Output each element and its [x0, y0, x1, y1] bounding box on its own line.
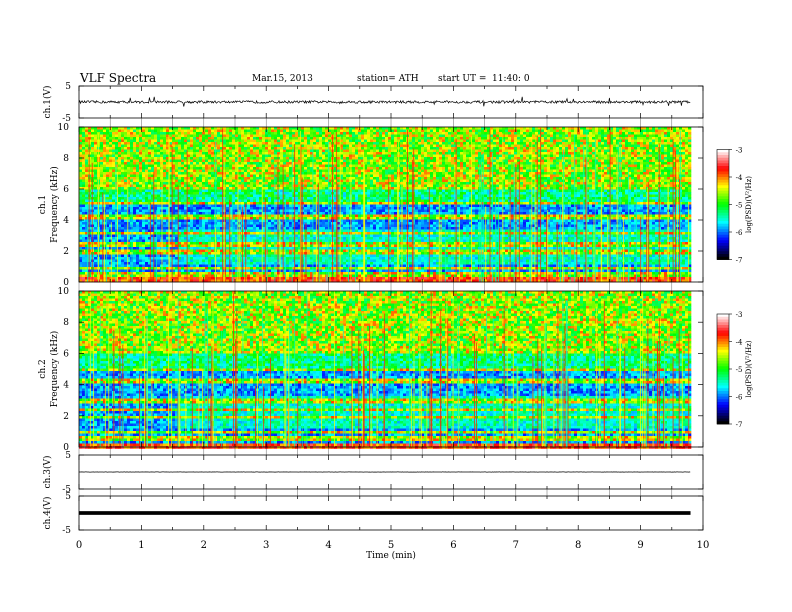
x-axis-label: Time (min) [366, 550, 416, 561]
xtick-label: 7 [513, 540, 519, 551]
ch3-waveform-ytick-label: -5 [62, 485, 71, 495]
ch2-spectrogram-frame [79, 291, 703, 447]
ch2-spectrogram-ytick-label: 10 [58, 287, 70, 297]
ch1-spectrogram-ytick-label: 10 [58, 123, 70, 133]
ch1-waveform-ylabel: ch.1(V) [42, 86, 53, 119]
xtick-label: 3 [263, 540, 269, 551]
ch2-spectrogram-colorbar-frame [717, 314, 729, 424]
ch2-spectrogram-ytick-label: 2 [63, 412, 69, 422]
ch1-spectrogram-sferics [79, 127, 688, 282]
ch1-spectrogram-colorbar-tick-label: -5 [736, 202, 743, 210]
ch1-spectrogram-colorbar [717, 150, 729, 260]
ch1-waveform-ytick-label: 5 [65, 82, 71, 92]
ch1-waveform-trace [79, 97, 690, 107]
start-ut-label: start UT = [438, 74, 486, 84]
ch1-spectrogram-frame [79, 127, 703, 282]
ch2-spectrogram-ytick-label: 4 [63, 381, 69, 391]
ch1-spectrogram-colorbar-tick-label: -3 [736, 147, 743, 155]
xtick-label: 5 [388, 540, 394, 551]
ch4-waveform-frame [79, 496, 703, 530]
ch1-spectrogram-heatmap [79, 127, 691, 282]
ch2-spectrogram-ylabel: Frequency (kHz) [49, 331, 60, 408]
ch1-waveform-frame [79, 86, 703, 118]
ch3-waveform-ylabel: ch.3(V) [42, 456, 53, 489]
ch2-spectrogram-colorbar-tick-label: -4 [736, 339, 743, 347]
xtick-label: 10 [697, 540, 710, 551]
ch2-spectrogram-ytick-label: 0 [63, 443, 69, 453]
ch1-spectrogram-channel-label: ch.1 [38, 195, 48, 214]
ch2-spectrogram-sferics [85, 291, 688, 447]
start-time-value: 11:40: 0 [492, 74, 530, 84]
ch2-spectrogram-colorbar-tick-label: -6 [736, 394, 743, 402]
ch1-spectrogram-ylabel: Frequency (kHz) [49, 166, 60, 243]
ch2-spectrogram-colorbar-tick-label: -5 [736, 366, 743, 374]
ch2-spectrogram-heatmap [79, 291, 691, 449]
xtick-label: 1 [138, 540, 144, 551]
vlf-spectra-figure: VLF Spectra Mar.15, 2013 station= ATH st… [0, 0, 792, 612]
ch2-spectrogram-colorbar-tick-label: -7 [736, 421, 743, 429]
figure-title: VLF Spectra [80, 71, 156, 85]
ch1-spectrogram-ytick-label: 6 [63, 185, 69, 195]
xtick-label: 0 [76, 540, 82, 551]
date-label: Mar.15, 2013 [252, 74, 313, 84]
ch4-waveform-ytick-label: 5 [65, 492, 71, 502]
station-label: station= ATH [357, 74, 419, 84]
ch2-spectrogram-colorbar-label: log(PSD)(V²/Hz) [745, 340, 753, 397]
ch1-spectrogram-ytick-label: 0 [63, 278, 69, 288]
ch4-waveform-ytick-label: -5 [62, 526, 71, 536]
ch1-spectrogram-colorbar-label: log(PSD)(V²/Hz) [745, 176, 753, 233]
ch1-spectrogram-colorbar-tick-label: -6 [736, 229, 743, 237]
xtick-label: 8 [575, 540, 581, 551]
ch3-waveform-ytick-label: 5 [65, 451, 71, 461]
ch1-spectrogram-colorbar-frame [717, 150, 729, 260]
ch3-waveform-frame [79, 455, 703, 489]
xtick-label: 6 [450, 540, 456, 551]
ch4-waveform-trace [79, 511, 691, 515]
xtick-label: 2 [201, 540, 207, 551]
ch2-spectrogram-colorbar [717, 314, 729, 424]
ch1-spectrogram-colorbar-tick-label: -7 [736, 257, 743, 265]
plot-area: 5-5ch.1(V)0246810ch.1 Frequency (kHz)-3-4… [0, 0, 792, 612]
ch1-spectrogram-ytick-label: 8 [63, 154, 69, 164]
ch2-spectrogram-colorbar-tick-label: -3 [736, 311, 743, 319]
ch1-spectrogram-ytick-label: 4 [63, 216, 69, 226]
ch1-spectrogram-ytick-label: 2 [63, 247, 69, 257]
xtick-label: 4 [325, 540, 331, 551]
xtick-label: 9 [637, 540, 643, 551]
ch2-spectrogram-channel-label: ch.2 [38, 359, 48, 378]
ch4-waveform-ylabel: ch.4(V) [42, 497, 53, 530]
ch1-spectrogram-colorbar-tick-label: -4 [736, 174, 743, 182]
ch1-waveform-ytick-label: -5 [62, 114, 71, 124]
ch2-spectrogram-ytick-label: 8 [63, 318, 69, 328]
ch2-spectrogram-ytick-label: 6 [63, 349, 69, 359]
